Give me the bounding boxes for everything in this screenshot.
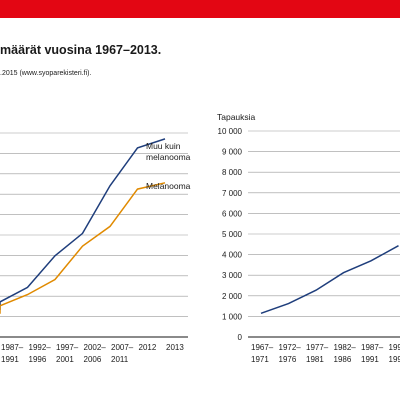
right-y-tick-label: 4 000 bbox=[222, 251, 243, 260]
right-y-tick-label: 6 000 bbox=[222, 209, 243, 218]
left-x-tick-label: 2013 bbox=[166, 343, 184, 352]
right-x-tick-label: 1987– bbox=[361, 343, 384, 352]
right-chart: Tapauksia 0 1 000 2 000 3 000 4 000 5 000 6 000… bbox=[217, 112, 400, 364]
right-x-tick-label: 1977– bbox=[306, 343, 329, 352]
left-x-tick-label: 2002– bbox=[84, 343, 107, 352]
muu-kuin-melanooma-label: melanooma bbox=[146, 152, 191, 162]
page-title: määrät vuosina 1967–2013. bbox=[0, 43, 162, 57]
left-x-tick-label: 2011 bbox=[111, 355, 129, 364]
left-x-tick-label: 2012 bbox=[139, 343, 157, 352]
right-y-tick-label: 10 000 bbox=[218, 127, 243, 136]
right-x-tick-label: 1981 bbox=[306, 355, 324, 364]
right-y-tick-label: 0 bbox=[238, 333, 243, 342]
left-x-tick-label: 1991 bbox=[1, 355, 19, 364]
right-y-axis-title: Tapauksia bbox=[217, 112, 256, 122]
left-x-tick-label: 2001 bbox=[56, 355, 74, 364]
right-y-tick-label: 8 000 bbox=[222, 168, 243, 177]
muu-kuin-melanooma-label: Muu kuin bbox=[146, 141, 181, 151]
right-x-tick-label: 1991 bbox=[361, 355, 379, 364]
right-y-tick-label: 3 000 bbox=[222, 271, 243, 280]
left-x-tick-label: 1992– bbox=[29, 343, 52, 352]
top-accent-bar bbox=[0, 0, 400, 18]
right-y-tick-label: 5 000 bbox=[222, 230, 243, 239]
left-x-tick-label: 1996 bbox=[29, 355, 47, 364]
source-note: .2015 (www.syoparekisteri.fi). bbox=[0, 70, 92, 77]
right-x-tick-label: 1967– bbox=[251, 343, 274, 352]
right-y-tick-label: 1 000 bbox=[222, 312, 243, 321]
right-series-line bbox=[260, 245, 399, 315]
melanooma-line bbox=[0, 182, 166, 314]
right-x-tick-label: 1996 bbox=[389, 355, 400, 364]
melanooma-label: Melanooma bbox=[146, 181, 191, 191]
left-x-tick-label: 2006 bbox=[84, 355, 102, 364]
left-chart: 1987– 1991 1992– 1996 1997– 2001 2002– 2006 2007… bbox=[0, 132, 191, 364]
right-y-tick-label: 7 000 bbox=[222, 189, 243, 198]
left-x-tick-label: 1997– bbox=[56, 343, 79, 352]
right-x-tick-label: 1982– bbox=[334, 343, 357, 352]
muu-kuin-melanooma-line bbox=[0, 138, 166, 310]
left-x-tick-label: 2007– bbox=[111, 343, 134, 352]
right-x-tick-label: 1971 bbox=[251, 355, 269, 364]
right-x-tick-label: 1986 bbox=[334, 355, 352, 364]
right-x-tick-label: 1992– bbox=[389, 343, 400, 352]
right-x-tick-label: 1972– bbox=[279, 343, 302, 352]
right-y-tick-label: 2 000 bbox=[222, 292, 243, 301]
left-x-tick-label: 1987– bbox=[1, 343, 24, 352]
right-x-tick-label: 1976 bbox=[279, 355, 297, 364]
right-y-tick-label: 9 000 bbox=[222, 148, 243, 157]
